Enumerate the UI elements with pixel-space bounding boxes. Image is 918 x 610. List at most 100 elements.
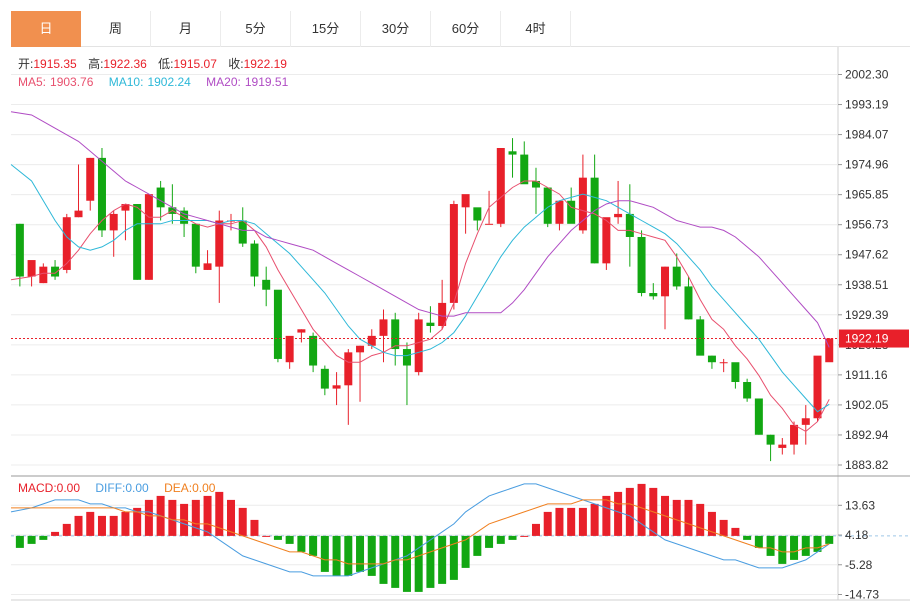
candle-body: [754, 398, 763, 435]
macd-bar: [813, 535, 822, 552]
diff-value: 0.00: [125, 481, 149, 495]
tab-6[interactable]: 60分: [431, 11, 501, 47]
macd-legend: MACD:0.00 DIFF:0.00 DEA:0.00: [18, 481, 216, 495]
macd-bar: [191, 499, 200, 536]
candle-body: [743, 382, 752, 399]
candle-body: [121, 204, 130, 211]
macd-bar: [215, 491, 224, 536]
ma10-line: [10, 164, 830, 413]
candle-body: [766, 434, 775, 445]
candle-body: [191, 223, 200, 267]
candle-body: [449, 204, 458, 303]
macd-bar: [578, 507, 587, 536]
macd-bar: [27, 535, 36, 544]
macd-bar: [778, 535, 787, 564]
tab-4[interactable]: 15分: [291, 11, 361, 47]
y-tick-label: 1929.39: [845, 308, 889, 322]
tab-3[interactable]: 5分: [221, 11, 291, 47]
candle-body: [719, 362, 728, 364]
y-tick-label: 1993.19: [845, 98, 889, 112]
y-tick-label: 13.63: [845, 498, 875, 512]
last-price-marker: 1922.19: [11, 329, 909, 348]
open-label: 开:: [18, 57, 33, 71]
dea-label: DEA:: [164, 481, 192, 495]
macd-bar: [743, 535, 752, 540]
candle-body: [625, 213, 634, 237]
candle-body: [262, 279, 271, 290]
candle-body: [731, 362, 740, 383]
candle-body: [567, 200, 576, 224]
candle-body: [367, 335, 376, 346]
open-value: 1915.35: [33, 57, 77, 71]
candle-body: [602, 217, 611, 264]
last-price-label: 1922.19: [845, 332, 889, 346]
macd-bar: [168, 499, 177, 536]
candle-body: [74, 210, 83, 218]
macd-bar: [133, 507, 142, 536]
macd-bar: [51, 531, 60, 536]
candle-body: [590, 177, 599, 264]
candle-body: [285, 335, 294, 363]
y-tick-label: -14.73: [845, 588, 879, 602]
macd-bar: [438, 535, 447, 584]
y-tick-label: 1965.85: [845, 188, 889, 202]
candle-body: [86, 157, 95, 201]
ma-lines: [10, 111, 830, 433]
macd-bar: [590, 503, 599, 536]
candle-body: [203, 263, 212, 270]
candle-body: [508, 151, 517, 155]
tab-0[interactable]: 日: [11, 11, 81, 47]
candle-body: [790, 424, 799, 445]
ma5-value: 1903.76: [50, 75, 94, 89]
tab-7[interactable]: 4时: [501, 11, 571, 47]
candle-body: [414, 319, 423, 373]
candle-body: [672, 266, 681, 287]
candle-body: [297, 329, 306, 333]
macd-bar: [543, 511, 552, 536]
candle-body: [649, 293, 658, 297]
ma20-label: MA20:: [206, 75, 241, 89]
macd-bar: [449, 535, 458, 580]
macd-bar: [614, 491, 623, 536]
candle-body: [51, 266, 60, 277]
candle-body: [684, 286, 693, 320]
candle-body: [801, 418, 810, 425]
macd-bar: [238, 507, 247, 536]
macd-bar: [625, 487, 634, 536]
y-tick-label: 1892.94: [845, 428, 889, 442]
candle-body: [485, 223, 494, 225]
candle-body: [332, 385, 341, 389]
candle-body: [531, 180, 540, 188]
candle-body: [144, 194, 153, 280]
tab-2[interactable]: 月: [151, 11, 221, 47]
high-value: 1922.36: [103, 57, 147, 71]
dea-line: [11, 499, 830, 565]
y-tick-label: 4.18: [845, 528, 869, 542]
candle-body: [309, 335, 318, 366]
candle-body: [461, 194, 470, 208]
macd-bar: [144, 499, 153, 536]
macd-bar: [496, 535, 505, 544]
macd-bar: [508, 535, 517, 540]
ma5-label: MA5:: [18, 75, 46, 89]
low-value: 1915.07: [174, 57, 218, 71]
macd-bar: [426, 535, 435, 588]
candle-body: [578, 177, 587, 231]
macd-bar: [356, 535, 365, 572]
candle-body: [238, 220, 247, 244]
candle-body: [250, 243, 259, 277]
candle-body: [215, 220, 224, 267]
macd-bar: [391, 535, 400, 588]
macd-bar: [672, 499, 681, 536]
candle-body: [778, 444, 787, 448]
candle-body: [97, 157, 106, 231]
close-value: 1922.19: [244, 57, 288, 71]
candle-body: [391, 319, 400, 350]
tab-5[interactable]: 30分: [361, 11, 431, 47]
macd-bar: [86, 511, 95, 536]
macd-bar: [121, 511, 130, 536]
candle-body: [707, 355, 716, 363]
high-label: 高:: [88, 56, 103, 71]
tab-1[interactable]: 周: [81, 11, 151, 47]
